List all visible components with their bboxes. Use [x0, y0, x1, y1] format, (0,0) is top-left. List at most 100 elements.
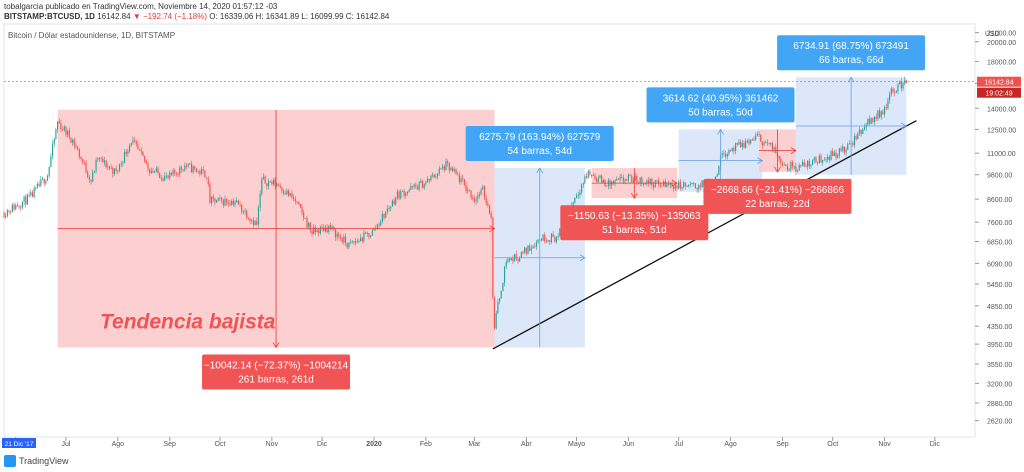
candle-body — [591, 174, 593, 176]
candle-body — [232, 200, 234, 205]
candle-body — [366, 233, 368, 234]
candle-body — [316, 229, 318, 232]
candle-body — [862, 129, 864, 134]
candle-body — [589, 171, 591, 175]
candle-body — [889, 94, 891, 101]
candle-body — [522, 252, 524, 253]
candle-body — [693, 183, 695, 184]
candle-body — [199, 170, 201, 174]
candle-body — [445, 161, 447, 171]
candle-body — [805, 166, 807, 167]
candle-body — [291, 193, 293, 198]
candle-body — [601, 175, 603, 183]
candle-body — [771, 142, 774, 150]
y-tick-label: 3200.00 — [987, 381, 1012, 388]
candle-body — [249, 218, 251, 221]
candle-body — [293, 197, 295, 199]
measure-label-box[interactable] — [777, 35, 926, 71]
candle-body — [31, 192, 34, 198]
candle-body — [117, 170, 119, 172]
candle-body — [572, 202, 574, 206]
trend-annotation: Tendencia bajista — [100, 310, 276, 333]
candle-body — [729, 150, 732, 152]
candle-body — [550, 233, 553, 242]
candle-body — [100, 157, 102, 159]
candle-body — [755, 135, 757, 140]
candle-body — [83, 162, 85, 163]
candle-body — [863, 127, 866, 130]
candle-body — [552, 233, 554, 237]
candle-body — [48, 167, 50, 176]
candle-body — [251, 220, 253, 222]
candle-body — [758, 133, 760, 135]
candle-body — [383, 214, 385, 218]
measure-label-box[interactable] — [202, 354, 351, 390]
candle-body — [277, 184, 280, 186]
candle-body — [617, 179, 619, 180]
candle-body — [786, 165, 789, 170]
x-tick-label: Nov — [266, 441, 279, 448]
candle-body — [867, 118, 869, 125]
x-tick-label: Dic — [930, 441, 941, 448]
x-tick-label: Abr — [521, 441, 533, 448]
candle-body — [244, 210, 246, 212]
candle-body — [472, 197, 474, 199]
candle-body — [450, 167, 452, 171]
candle-body — [502, 282, 504, 292]
measure-label-box[interactable] — [465, 126, 614, 162]
candle-body — [56, 121, 59, 130]
candle-body — [447, 161, 449, 164]
measure-label-box[interactable] — [560, 205, 709, 241]
candle-body — [197, 170, 199, 172]
measure-arrowhead — [579, 254, 586, 262]
candle-body — [733, 147, 735, 151]
candle-body — [465, 184, 467, 191]
candle-body — [388, 208, 390, 210]
corner-date-label: 21 Dic '17 — [5, 441, 34, 448]
chart-title: Bitcoin / Dólar estadounidense, 1D, BITS… — [8, 31, 176, 40]
candle-body — [825, 159, 827, 161]
candle-body — [360, 237, 362, 242]
candle-body — [8, 210, 10, 212]
candle-body — [50, 156, 52, 168]
candle-body — [343, 236, 345, 243]
candle-body — [823, 159, 825, 161]
candle-body — [495, 312, 497, 329]
candle-body — [371, 230, 373, 236]
candle-body — [453, 169, 455, 172]
candle-body — [149, 168, 151, 173]
candle-body — [152, 170, 154, 173]
candle-body — [147, 162, 149, 169]
candle-body — [671, 183, 673, 187]
candle-body — [602, 179, 604, 183]
tradingview-footer[interactable]: TradingView — [4, 455, 69, 467]
candle-body — [301, 206, 303, 213]
candle-body — [214, 198, 216, 203]
candle-body — [554, 236, 556, 242]
candle-body — [112, 167, 114, 175]
candle-body — [396, 191, 399, 198]
candle-body — [160, 178, 162, 179]
measure-label-box[interactable] — [646, 87, 795, 123]
candle-body — [118, 164, 121, 171]
candle-body — [58, 121, 60, 124]
symbol-name[interactable]: BITSTAMP:BTCUSD, 1D — [4, 12, 95, 21]
candle-body — [338, 233, 340, 237]
candle-body — [452, 167, 454, 172]
candle-body — [145, 161, 147, 163]
candle-body — [202, 169, 204, 171]
measure-label-box[interactable] — [703, 178, 852, 214]
candle-body — [418, 182, 420, 190]
candle-body — [473, 198, 476, 202]
candle-body — [254, 221, 256, 226]
y-tick-label: 4350.00 — [987, 324, 1012, 331]
candle-body — [410, 186, 412, 190]
candle-body — [38, 183, 40, 186]
candle-body — [488, 205, 491, 214]
candle-body — [736, 143, 738, 145]
candle-body — [442, 166, 444, 169]
candle-body — [25, 196, 27, 205]
candle-body — [483, 186, 486, 198]
candle-body — [336, 233, 338, 238]
